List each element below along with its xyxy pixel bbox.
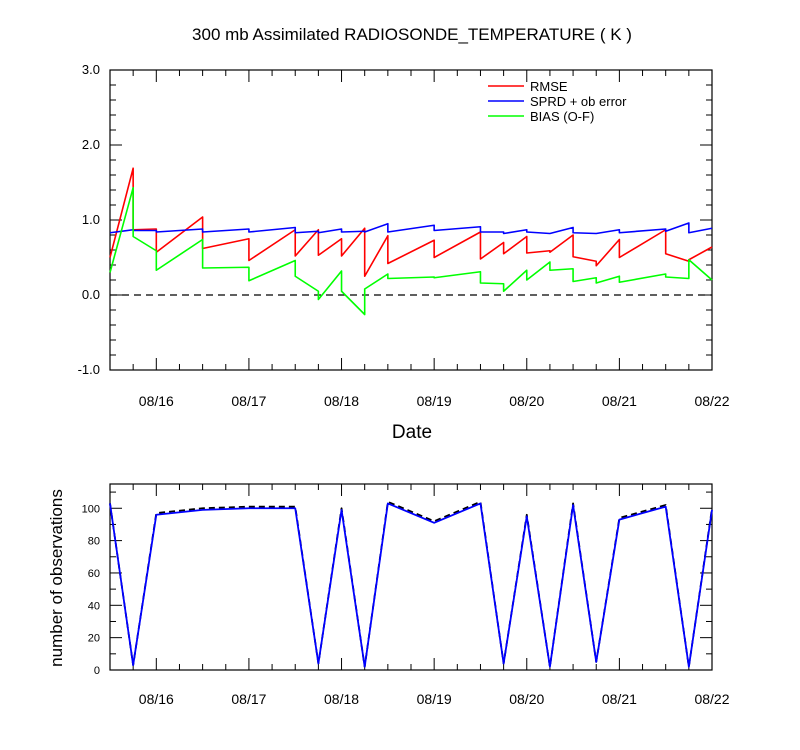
- series-line-observations-dashed: [109, 500, 713, 668]
- x-tick-label: 08/16: [139, 691, 174, 707]
- y-tick-label: 0.0: [82, 287, 100, 302]
- y-tick-label: 80: [88, 536, 100, 548]
- x-tick-label: 08/20: [509, 393, 544, 409]
- y-tick-label: -1.0: [78, 362, 100, 377]
- series-line-bias-o-f: [109, 186, 713, 316]
- x-tick-label: 08/18: [324, 393, 359, 409]
- top-panel: -1.0 0.0 1.0 2.0 3.0 08/16 08/17 08/18 08/19 08/2…: [78, 62, 730, 409]
- x-tick-label: 08/17: [231, 393, 266, 409]
- y-tick-label: 2.0: [82, 137, 100, 152]
- x-tick-label: 08/20: [509, 691, 544, 707]
- legend-label: BIAS (O-F): [530, 109, 594, 124]
- x-tick-label: 08/16: [139, 393, 174, 409]
- series-line-rmse: [109, 167, 713, 278]
- legend-label: RMSE: [530, 79, 568, 94]
- y-tick-label: 100: [82, 503, 100, 515]
- y-tick-label: 0: [94, 665, 100, 677]
- y-axis-label: number of observations: [47, 489, 66, 667]
- y-tick-label: 3.0: [82, 62, 100, 77]
- x-tick-label: 08/18: [324, 691, 359, 707]
- x-tick-label: 08/19: [417, 393, 452, 409]
- x-tick-label: 08/17: [231, 691, 266, 707]
- series-line-observations: [109, 502, 713, 668]
- x-tick-label: 08/21: [602, 393, 637, 409]
- plot-frame: [109, 69, 713, 371]
- x-tick-label: 08/19: [417, 691, 452, 707]
- chart-title: 300 mb Assimilated RADIOSONDE_TEMPERATUR…: [192, 25, 632, 44]
- series-line-sprd-ob-error: [109, 222, 713, 235]
- x-tick-label: 08/22: [694, 393, 729, 409]
- bottom-panel: 0 20 40 60 80 100 08/16 08/17 08/18 08/19 08/20 08/…: [82, 483, 730, 707]
- x-axis-label: Date: [392, 422, 432, 443]
- y-tick-label: 20: [88, 633, 100, 645]
- y-tick-label: 60: [88, 568, 100, 580]
- y-tick-label: 40: [88, 600, 100, 612]
- legend-label: SPRD + ob error: [530, 94, 627, 109]
- y-tick-label: 1.0: [82, 212, 100, 227]
- x-tick-label: 08/22: [694, 691, 729, 707]
- x-tick-label: 08/21: [602, 691, 637, 707]
